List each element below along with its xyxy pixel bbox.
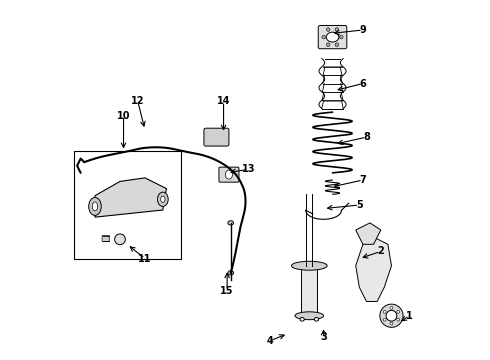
Circle shape — [335, 28, 339, 31]
Text: 6: 6 — [360, 78, 366, 89]
Ellipse shape — [326, 32, 339, 42]
Ellipse shape — [92, 202, 98, 211]
Circle shape — [383, 310, 386, 313]
Text: 11: 11 — [138, 253, 152, 264]
Circle shape — [326, 43, 330, 46]
Text: 5: 5 — [356, 200, 363, 210]
Ellipse shape — [295, 312, 323, 320]
Text: 12: 12 — [131, 96, 145, 107]
Ellipse shape — [292, 261, 327, 270]
Ellipse shape — [161, 196, 165, 203]
Circle shape — [335, 43, 339, 46]
Ellipse shape — [300, 318, 304, 321]
Circle shape — [390, 306, 393, 309]
Ellipse shape — [314, 318, 319, 321]
Circle shape — [383, 318, 386, 321]
Circle shape — [326, 28, 330, 31]
Ellipse shape — [228, 221, 234, 225]
Polygon shape — [301, 266, 318, 316]
Circle shape — [340, 35, 343, 39]
Bar — [74, 152, 181, 258]
Polygon shape — [95, 178, 167, 217]
Text: 15: 15 — [220, 286, 234, 296]
FancyBboxPatch shape — [219, 167, 239, 182]
Ellipse shape — [89, 198, 101, 215]
Text: 1: 1 — [406, 311, 413, 321]
Ellipse shape — [386, 310, 397, 321]
Text: 4: 4 — [267, 336, 273, 346]
Text: 14: 14 — [217, 96, 230, 107]
Text: 2: 2 — [377, 247, 384, 256]
Text: 10: 10 — [117, 111, 130, 121]
Text: 8: 8 — [363, 132, 370, 142]
Text: 3: 3 — [320, 332, 327, 342]
Ellipse shape — [380, 304, 403, 327]
Circle shape — [390, 322, 393, 325]
Ellipse shape — [225, 170, 232, 179]
Ellipse shape — [157, 192, 168, 206]
Circle shape — [397, 310, 400, 313]
Polygon shape — [356, 237, 392, 301]
Text: 9: 9 — [360, 25, 366, 35]
Ellipse shape — [228, 271, 234, 275]
Ellipse shape — [115, 234, 125, 245]
FancyBboxPatch shape — [318, 26, 347, 49]
Circle shape — [322, 35, 325, 39]
Text: 13: 13 — [242, 164, 255, 174]
Text: 7: 7 — [360, 175, 366, 185]
FancyBboxPatch shape — [102, 235, 109, 242]
FancyBboxPatch shape — [204, 128, 229, 146]
Polygon shape — [356, 223, 381, 244]
Circle shape — [397, 318, 400, 321]
